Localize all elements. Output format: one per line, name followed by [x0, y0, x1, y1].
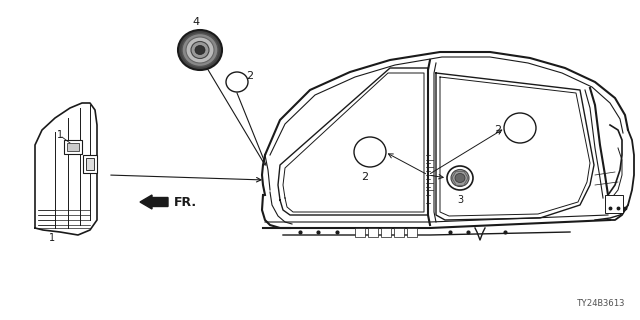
Ellipse shape: [504, 113, 536, 143]
Ellipse shape: [195, 45, 205, 54]
Ellipse shape: [226, 72, 248, 92]
Ellipse shape: [191, 42, 209, 59]
FancyBboxPatch shape: [86, 158, 94, 170]
Text: 1: 1: [57, 130, 63, 140]
Text: 2: 2: [246, 71, 253, 81]
FancyBboxPatch shape: [381, 228, 391, 237]
FancyBboxPatch shape: [355, 228, 365, 237]
Ellipse shape: [447, 166, 473, 190]
Ellipse shape: [178, 30, 222, 70]
Ellipse shape: [182, 34, 218, 67]
FancyBboxPatch shape: [83, 155, 97, 173]
Ellipse shape: [354, 137, 386, 167]
Ellipse shape: [186, 37, 214, 63]
Ellipse shape: [455, 173, 465, 182]
Text: 1: 1: [49, 233, 55, 243]
Text: TY24B3613: TY24B3613: [577, 299, 625, 308]
FancyBboxPatch shape: [368, 228, 378, 237]
Text: FR.: FR.: [174, 196, 197, 209]
Text: 3: 3: [457, 195, 463, 205]
Ellipse shape: [451, 170, 469, 187]
Text: 2: 2: [362, 172, 369, 182]
Text: 4: 4: [193, 17, 200, 27]
FancyBboxPatch shape: [394, 228, 404, 237]
FancyBboxPatch shape: [67, 143, 79, 151]
FancyBboxPatch shape: [407, 228, 417, 237]
Text: 2: 2: [495, 125, 502, 135]
FancyBboxPatch shape: [605, 195, 623, 213]
FancyArrow shape: [140, 195, 168, 209]
FancyBboxPatch shape: [64, 140, 82, 154]
